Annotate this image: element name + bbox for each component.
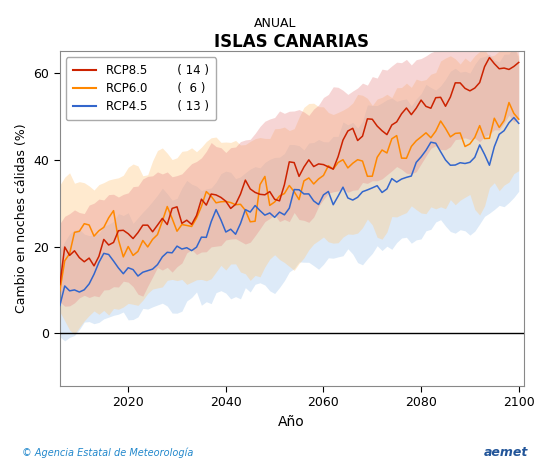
Title: ISLAS CANARIAS: ISLAS CANARIAS — [214, 33, 369, 51]
X-axis label: Año: Año — [278, 414, 305, 429]
Text: © Agencia Estatal de Meteorología: © Agencia Estatal de Meteorología — [22, 448, 194, 458]
Y-axis label: Cambio en noches cálidas (%): Cambio en noches cálidas (%) — [15, 124, 28, 313]
Text: ANUAL: ANUAL — [254, 17, 296, 30]
Text: aemet: aemet — [484, 446, 529, 459]
Legend: RCP8.5        ( 14 ), RCP6.0        (  6 ), RCP4.5        ( 13 ): RCP8.5 ( 14 ), RCP6.0 ( 6 ), RCP4.5 ( 13… — [66, 57, 216, 120]
